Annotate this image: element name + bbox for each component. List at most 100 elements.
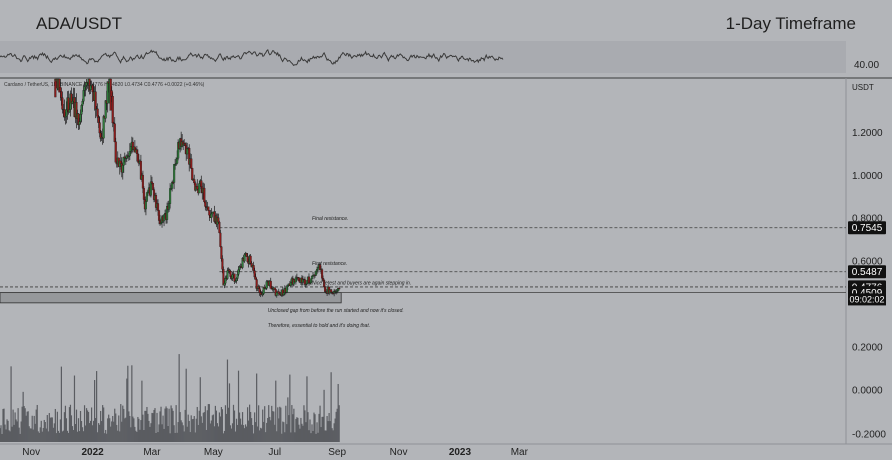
candle-body <box>207 206 210 211</box>
volume-bar <box>191 419 193 442</box>
volume-bar <box>150 423 152 442</box>
volume-bar <box>143 430 145 442</box>
volume-bar <box>21 406 23 442</box>
volume-bar <box>161 424 163 442</box>
countdown-label: 09:02:02 <box>849 294 884 304</box>
candle-body <box>113 123 116 142</box>
candle-body <box>151 183 155 190</box>
volume-bar <box>288 415 290 442</box>
volume-bar <box>57 430 59 442</box>
volume-bar <box>140 420 142 442</box>
volume-bar <box>301 423 303 442</box>
volume-bar <box>29 428 31 442</box>
volume-bar <box>294 432 296 442</box>
volume-bar <box>71 426 74 442</box>
candle-body <box>59 86 62 92</box>
volume-bar <box>217 426 219 442</box>
volume-bar <box>306 376 308 442</box>
volume-bar <box>148 420 150 442</box>
candle-body <box>184 143 187 146</box>
candle-body <box>80 105 83 115</box>
volume-bar <box>319 405 321 442</box>
volume-bar <box>159 411 161 442</box>
volume-bar <box>153 409 155 442</box>
volume-bar <box>37 431 39 442</box>
volume-bar <box>284 432 286 442</box>
volume-bar <box>208 404 210 442</box>
candle-body <box>226 270 229 279</box>
price-level-badge-label: 0.5487 <box>852 267 883 278</box>
candle-body <box>237 269 240 275</box>
volume-bar <box>152 413 154 442</box>
volume-bar <box>309 419 311 442</box>
volume-bar <box>329 421 331 442</box>
volume-bar <box>236 424 239 442</box>
volume-bar <box>139 429 141 442</box>
volume-bar <box>65 418 68 442</box>
volume-bar <box>122 405 124 442</box>
candle-body <box>338 288 341 290</box>
candle-body <box>81 100 84 106</box>
volume-bar <box>177 422 179 442</box>
y-tick-layer: 1.2000 1.0000 0.8000 0.6000 0.2000 0.0000 -0.2… <box>852 128 886 441</box>
volume-layer <box>0 354 340 442</box>
volume-bar <box>58 432 60 442</box>
volume-bar <box>187 414 189 442</box>
volume-bar <box>246 407 249 442</box>
volume-bar <box>179 412 181 442</box>
volume-bar <box>160 406 162 442</box>
volume-bar <box>205 429 207 442</box>
volume-bar <box>242 425 245 442</box>
volume-bar <box>73 375 76 442</box>
x-tick-label: Mar <box>143 447 161 458</box>
volume-bar <box>136 432 138 442</box>
volume-bar <box>22 391 24 442</box>
volume-bar <box>327 421 329 442</box>
volume-bar <box>4 424 6 442</box>
candle-body <box>102 116 105 139</box>
candle-body <box>106 81 109 104</box>
volume-bar <box>180 420 182 442</box>
candle-body <box>233 273 236 282</box>
volume-bar <box>335 411 337 442</box>
volume-bar <box>251 418 253 442</box>
volume-bar <box>171 408 173 442</box>
volume-bar <box>268 405 270 442</box>
volume-bar <box>215 410 217 442</box>
candle-body <box>82 90 85 102</box>
volume-bar <box>107 418 109 442</box>
volume-bar <box>291 405 293 442</box>
volume-bar <box>303 405 305 442</box>
volume-bar <box>151 412 153 442</box>
x-tick-label: May <box>204 447 223 458</box>
candle-body <box>65 109 68 117</box>
candle-body <box>278 293 281 295</box>
y-axis-unit-label: USDT <box>852 83 874 92</box>
volume-bar <box>224 405 227 442</box>
chart-annotation: Unclosed gap from before the run started… <box>268 308 404 314</box>
volume-bar <box>338 405 340 442</box>
candle-body <box>135 149 138 154</box>
volume-bar <box>149 426 151 442</box>
candle-body <box>265 281 268 289</box>
volume-bar <box>271 405 273 442</box>
volume-bar <box>88 423 91 442</box>
volume-bar <box>79 410 82 442</box>
volume-bar <box>331 428 333 442</box>
volume-bar <box>147 413 149 442</box>
candle-body <box>231 274 234 279</box>
volume-bar <box>163 428 165 442</box>
volume-bar <box>299 428 301 442</box>
chart-annotation: Therefore, essential to hold and it's do… <box>268 323 370 329</box>
volume-bar <box>322 416 324 442</box>
candle-body <box>321 269 324 279</box>
candle-body <box>121 165 124 173</box>
candle-body <box>235 278 238 282</box>
volume-bar <box>212 414 214 442</box>
volume-bar <box>295 418 297 442</box>
volume-bar <box>78 431 81 442</box>
volume-bar <box>277 407 279 442</box>
y-tick-label: -0.2000 <box>852 430 886 441</box>
candle-body <box>314 270 318 276</box>
